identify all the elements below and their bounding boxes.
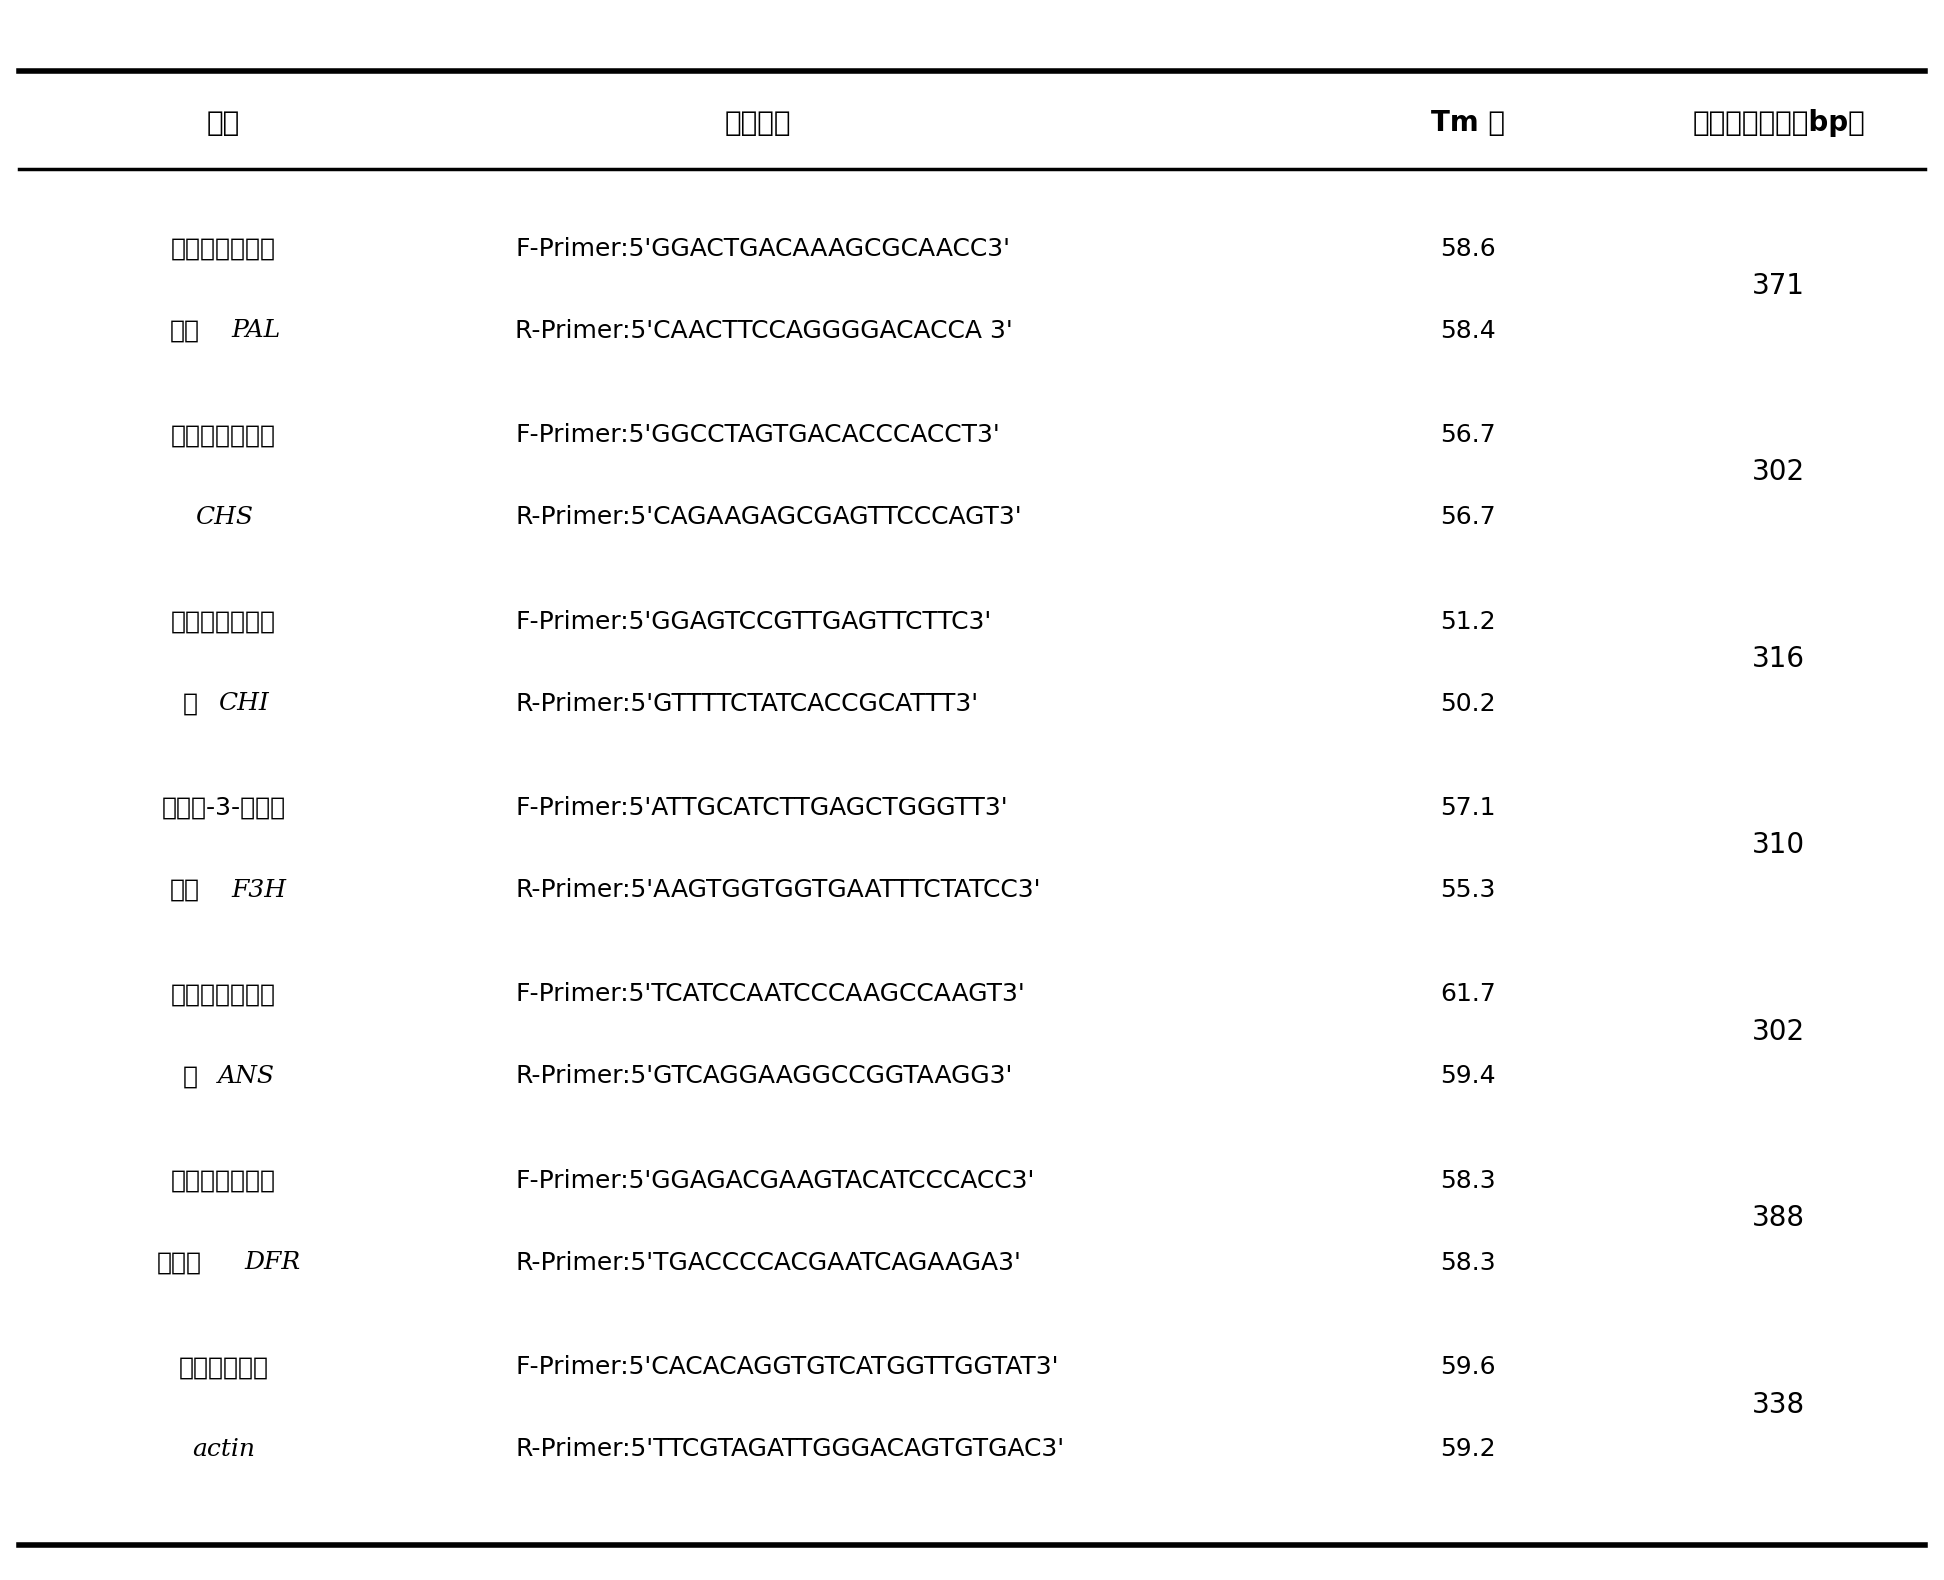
Text: 因: 因 [183,692,198,716]
Text: 302: 302 [1752,458,1806,487]
Text: F-Primer:5'ATTGCATCTTGAGCTGGGTT3': F-Primer:5'ATTGCATCTTGAGCTGGGTT3' [515,796,1007,820]
Text: 310: 310 [1752,831,1806,860]
Text: 55.3: 55.3 [1441,878,1495,902]
Text: PAL: PAL [231,319,280,343]
Text: F3H: F3H [231,878,286,902]
Text: 肌动蛋白基因: 肌动蛋白基因 [179,1356,268,1379]
Text: 花青素苷合酶基: 花青素苷合酶基 [171,983,276,1006]
Text: 二氢黄酮醇还原: 二氢黄酮醇还原 [171,1169,276,1193]
Text: 57.1: 57.1 [1441,796,1495,820]
Text: ANS: ANS [218,1065,274,1089]
Text: 59.4: 59.4 [1441,1065,1495,1089]
Text: 61.7: 61.7 [1441,983,1495,1006]
Text: 苯丙氨酸解氨酶: 苯丙氨酸解氨酶 [171,237,276,261]
Text: 扩增产物长度（bp）: 扩增产物长度（bp） [1693,109,1864,137]
Text: 58.3: 58.3 [1441,1169,1495,1193]
Text: 371: 371 [1752,272,1806,300]
Text: 59.6: 59.6 [1441,1356,1495,1379]
Text: R-Primer:5'CAACTTCCAGGGGACACCA 3': R-Primer:5'CAACTTCCAGGGGACACCA 3' [515,319,1013,343]
Text: F-Primer:5'GGACTGACAAAGCGCAACC3': F-Primer:5'GGACTGACAAAGCGCAACC3' [515,237,1011,261]
Text: 黄烷酮-3-羟化酶: 黄烷酮-3-羟化酶 [161,796,286,820]
Text: F-Primer:5'GGAGACGAAGTACATCCCACC3': F-Primer:5'GGAGACGAAGTACATCCCACC3' [515,1169,1034,1193]
Text: F-Primer:5'GGCCTAGTGACACCCACCT3': F-Primer:5'GGCCTAGTGACACCCACCT3' [515,423,999,447]
Text: DFR: DFR [245,1251,299,1275]
Text: 316: 316 [1752,645,1806,673]
Text: 50.2: 50.2 [1441,692,1495,716]
Text: 基因: 基因 [169,878,200,902]
Text: R-Primer:5'AAGTGGTGGTGAATTTCTATCC3': R-Primer:5'AAGTGGTGGTGAATTTCTATCC3' [515,878,1040,902]
Text: R-Primer:5'TTCGTAGATTGGGACAGTGTGAC3': R-Primer:5'TTCGTAGATTGGGACAGTGTGAC3' [515,1438,1063,1462]
Text: 基因: 基因 [206,109,241,137]
Text: 酶基因: 酶基因 [157,1251,202,1275]
Text: CHS: CHS [194,506,253,529]
Text: CHI: CHI [218,692,268,716]
Text: R-Primer:5'CAGAAGAGCGAGTTCCCAGT3': R-Primer:5'CAGAAGAGCGAGTTCCCAGT3' [515,506,1023,529]
Text: 51.2: 51.2 [1441,610,1495,634]
Text: 查尔酮合酶基因: 查尔酮合酶基因 [171,423,276,447]
Text: 58.3: 58.3 [1441,1251,1495,1275]
Text: 查尔酮异构酶基: 查尔酮异构酶基 [171,610,276,634]
Text: 58.6: 58.6 [1441,237,1495,261]
Text: R-Primer:5'TGACCCCACGAATCAGAAGA3': R-Primer:5'TGACCCCACGAATCAGAAGA3' [515,1251,1021,1275]
Text: actin: actin [192,1438,255,1462]
Text: R-Primer:5'GTCAGGAAGGCCGGTAAGG3': R-Primer:5'GTCAGGAAGGCCGGTAAGG3' [515,1065,1013,1089]
Text: 基因: 基因 [169,319,200,343]
Text: 58.4: 58.4 [1441,319,1495,343]
Text: R-Primer:5'GTTTTCTATCACCGCATTT3': R-Primer:5'GTTTTCTATCACCGCATTT3' [515,692,978,716]
Text: 因: 因 [183,1065,198,1089]
Text: Tm 值: Tm 值 [1431,109,1505,137]
Text: F-Primer:5'GGAGTCCGTTGAGTTCTTC3': F-Primer:5'GGAGTCCGTTGAGTTCTTC3' [515,610,991,634]
Text: 59.2: 59.2 [1441,1438,1495,1462]
Text: F-Primer:5'TCATCCAATCCCAAGCCAAGT3': F-Primer:5'TCATCCAATCCCAAGCCAAGT3' [515,983,1024,1006]
Text: 56.7: 56.7 [1441,506,1495,529]
Text: 338: 338 [1752,1390,1806,1419]
Text: 302: 302 [1752,1018,1806,1046]
Text: 388: 388 [1752,1204,1806,1232]
Text: 引物序列: 引物序列 [725,109,791,137]
Text: 56.7: 56.7 [1441,423,1495,447]
Text: F-Primer:5'CACACAGGTGTCATGGTTGGTAT3': F-Primer:5'CACACAGGTGTCATGGTTGGTAT3' [515,1356,1059,1379]
